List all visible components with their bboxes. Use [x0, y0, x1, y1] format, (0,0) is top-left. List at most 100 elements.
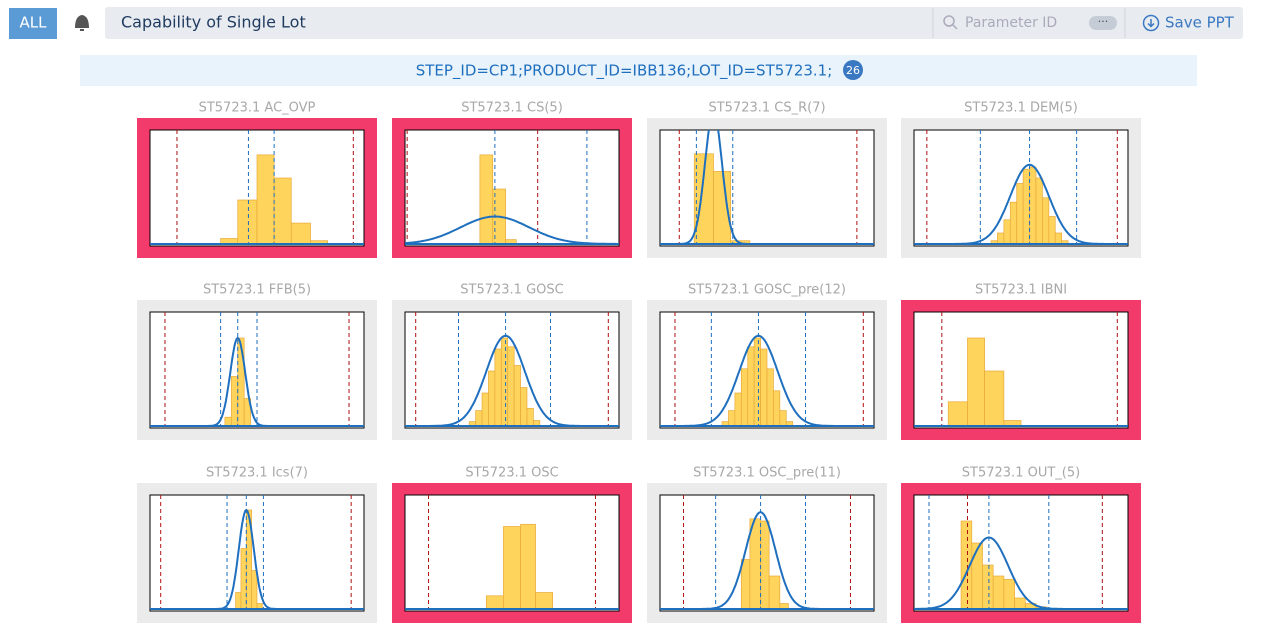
normal-curve: [405, 215, 619, 245]
histogram-bar: [768, 575, 781, 610]
histogram-bar: [1003, 219, 1011, 245]
panel-title: ST5723.1 CS(5): [461, 101, 563, 116]
histogram-bar: [240, 548, 247, 610]
plot: [405, 130, 619, 245]
histogram-bar: [256, 154, 275, 245]
all-label: ALL: [20, 14, 48, 32]
plot: [660, 312, 874, 427]
normal-curve: [914, 536, 1128, 610]
histogram-bar: [513, 365, 521, 427]
histogram-bar: [485, 595, 504, 610]
panel-title: ST5723.1 GOSC: [460, 283, 563, 298]
panel-title: ST5723.1 Ics(7): [206, 466, 308, 481]
save-label[interactable]: Save PPT: [1165, 14, 1235, 32]
filter-text: STEP_ID=CP1;PRODUCT_ID=IBB136;LOT_ID=ST5…: [416, 62, 833, 81]
histogram-bar: [740, 368, 749, 427]
bell-icon[interactable]: [75, 15, 89, 31]
histogram-bar: [481, 392, 489, 427]
panel-title: ST5723.1 OSC_pre(11): [693, 466, 841, 481]
histogram-bar: [728, 410, 736, 427]
histogram-bar: [734, 392, 742, 427]
search-input[interactable]: Parameter ID: [965, 15, 1057, 31]
histogram-bar: [503, 526, 521, 610]
search-icon-handle: [952, 24, 958, 30]
histogram-bar: [766, 368, 774, 427]
histogram-bar: [290, 222, 311, 245]
normal-curve: [150, 336, 364, 427]
histogram-bar: [760, 348, 768, 427]
histogram-bar: [520, 523, 536, 610]
histogram-bar: [992, 575, 1005, 610]
histogram-bar: [526, 408, 534, 427]
histogram-bar: [997, 232, 1005, 245]
histogram-bar: [947, 401, 968, 427]
histogram-bar: [488, 370, 496, 427]
plot-area: [913, 311, 1129, 429]
plot: [660, 130, 874, 245]
histogram-bar: [740, 559, 751, 610]
histogram-bar: [237, 199, 258, 245]
normal-curve: [660, 511, 874, 610]
histogram-bar: [500, 337, 509, 427]
all-button[interactable]: [9, 8, 57, 39]
histogram-bar: [224, 416, 232, 427]
plot: [914, 130, 1128, 245]
more-label: ···: [1098, 15, 1109, 28]
histogram-bar: [1022, 168, 1030, 245]
panel-title: ST5723.1 OSC: [465, 466, 558, 481]
histogram-bar: [1035, 177, 1043, 245]
histogram-bar: [1014, 597, 1026, 610]
histogram-bar: [475, 410, 483, 427]
count-label: 26: [846, 64, 860, 77]
panel-title: ST5723.1 CS_R(7): [708, 101, 825, 116]
plot-area: [404, 129, 620, 247]
histogram-bar: [1048, 216, 1056, 245]
histogram-bar: [230, 376, 239, 427]
histogram-bar: [1054, 232, 1063, 245]
plot: [405, 312, 619, 427]
histogram-bar: [967, 337, 985, 427]
histogram-bar: [760, 520, 770, 610]
plot: [660, 495, 874, 610]
panel-title: ST5723.1 FFB(5): [203, 283, 311, 298]
histogram-bar: [1009, 201, 1018, 245]
header-title: Capability of Single Lot: [121, 13, 306, 32]
histogram-bar: [535, 592, 554, 610]
histogram-bar: [507, 346, 515, 427]
plot: [150, 130, 364, 245]
histogram-bar: [520, 387, 528, 427]
panel-title: ST5723.1 AC_OVP: [199, 101, 316, 116]
download-arrow: [1147, 19, 1155, 28]
histogram-bar: [494, 348, 502, 427]
normal-curve: [150, 508, 364, 610]
histogram-bar: [235, 592, 242, 610]
panel-title: ST5723.1 GOSC_pre(12): [688, 283, 846, 298]
histogram-bar: [749, 518, 761, 610]
histogram-bar: [251, 570, 258, 610]
plot: [150, 495, 364, 610]
plot-area: [913, 494, 1129, 612]
normal-curve: [660, 130, 874, 245]
header-bar: [105, 7, 1243, 39]
plot: [914, 312, 1128, 427]
histogram-bar: [273, 177, 292, 245]
normal-curve: [660, 334, 874, 427]
filter-bar: [80, 55, 1197, 86]
plot: [405, 495, 619, 610]
histogram-bar: [1016, 183, 1024, 245]
histogram-bar: [753, 337, 761, 427]
download-icon[interactable]: [1142, 14, 1160, 32]
panel-grid: ST5723.1 AC_OVP ST5723.1 CS(5) ST5723.1 CS…: [137, 101, 1141, 623]
histogram-bar: [773, 390, 781, 427]
search-icon: [943, 15, 955, 27]
histogram-bar: [237, 337, 245, 427]
histogram-bar: [747, 346, 755, 427]
panel-title: ST5723.1 OUT_(5): [962, 466, 1080, 481]
plot: [150, 312, 364, 427]
histogram-bar: [479, 154, 494, 245]
histogram-bar: [984, 370, 1005, 427]
histogram-bar: [1003, 578, 1015, 610]
panel-title: ST5723.1 DEM(5): [964, 101, 1078, 116]
normal-curve: [914, 163, 1128, 245]
more-button[interactable]: [1089, 16, 1117, 30]
